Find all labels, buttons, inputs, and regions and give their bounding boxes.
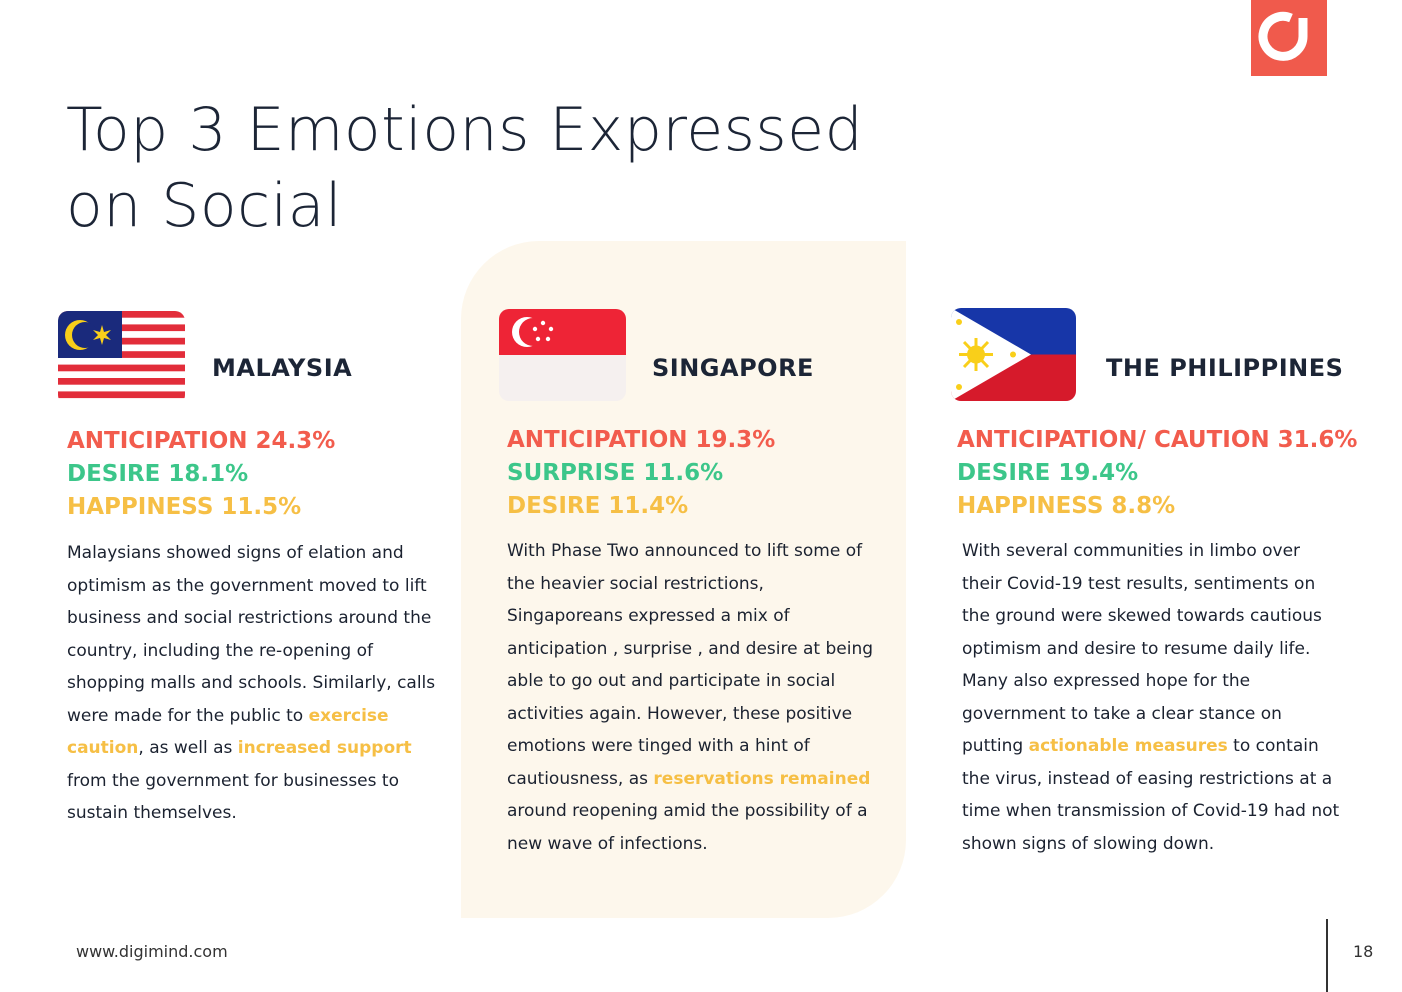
- emotions-singapore: ANTICIPATION 19.3% SURPRISE 11.6% DESIRE…: [507, 424, 775, 523]
- text-segment: to contain the virus, instead of easing …: [962, 736, 1340, 854]
- emotion-2: DESIRE 19.4%: [957, 460, 1139, 486]
- text-segment: With Phase Two announced to lift some of…: [507, 541, 874, 789]
- emotion-1: ANTICIPATION 19.3%: [507, 427, 776, 453]
- text-segment: around reopening amid the possibility of…: [507, 801, 868, 854]
- description-philippines: With several communities in limbo over t…: [962, 535, 1342, 860]
- malaysia-flag-icon: [58, 311, 185, 405]
- emotion-2: SURPRISE 11.6%: [507, 460, 724, 486]
- text-segment: , as well as: [138, 738, 238, 758]
- country-name-singapore: SINGAPORE: [652, 354, 814, 382]
- description-malaysia: Malaysians showed signs of elation and o…: [67, 537, 437, 830]
- emotion-3: HAPPINESS 8.8%: [957, 493, 1176, 519]
- page-title-line-1: Top 3 Emotions Expressed: [66, 95, 864, 165]
- singapore-flag-icon: [499, 309, 626, 401]
- emotion-3: DESIRE 11.4%: [507, 493, 689, 519]
- page-number: 18: [1353, 942, 1374, 961]
- highlight-text: actionable measures: [1028, 736, 1228, 756]
- page-title: Top 3 Emotions Expressed on Social: [66, 92, 966, 244]
- highlight-text: increased support: [237, 738, 412, 758]
- footer-url: www.digimind.com: [76, 942, 228, 961]
- emotion-1: ANTICIPATION/ CAUTION 31.6%: [957, 427, 1358, 453]
- emotion-2: DESIRE 18.1%: [67, 461, 249, 487]
- emotion-3: HAPPINESS 11.5%: [67, 494, 302, 520]
- emotions-philippines: ANTICIPATION/ CAUTION 31.6% DESIRE 19.4%…: [957, 424, 1357, 523]
- country-name-philippines: THE PHILIPPINES: [1106, 354, 1344, 382]
- emotion-1: ANTICIPATION 24.3%: [67, 428, 336, 454]
- digimind-logo-icon: [1258, 11, 1308, 61]
- footer-divider: [1326, 919, 1328, 992]
- highlight-text: exercise caution: [67, 705, 389, 759]
- text-segment: from the government for businesses to su…: [67, 770, 399, 824]
- highlight-text: reservations remained: [653, 768, 871, 789]
- text-segment: Malaysians showed signs of elation and o…: [67, 543, 436, 726]
- logo: [1251, 0, 1327, 76]
- country-name-malaysia: MALAYSIA: [212, 354, 353, 382]
- description-singapore: With Phase Two announced to lift some of…: [507, 535, 882, 860]
- emotions-malaysia: ANTICIPATION 24.3% DESIRE 18.1% HAPPINES…: [67, 425, 335, 524]
- philippines-flag-icon: [951, 308, 1076, 401]
- page-title-line-2: on Social: [66, 171, 343, 241]
- text-segment: With several communities in limbo over t…: [962, 541, 1322, 756]
